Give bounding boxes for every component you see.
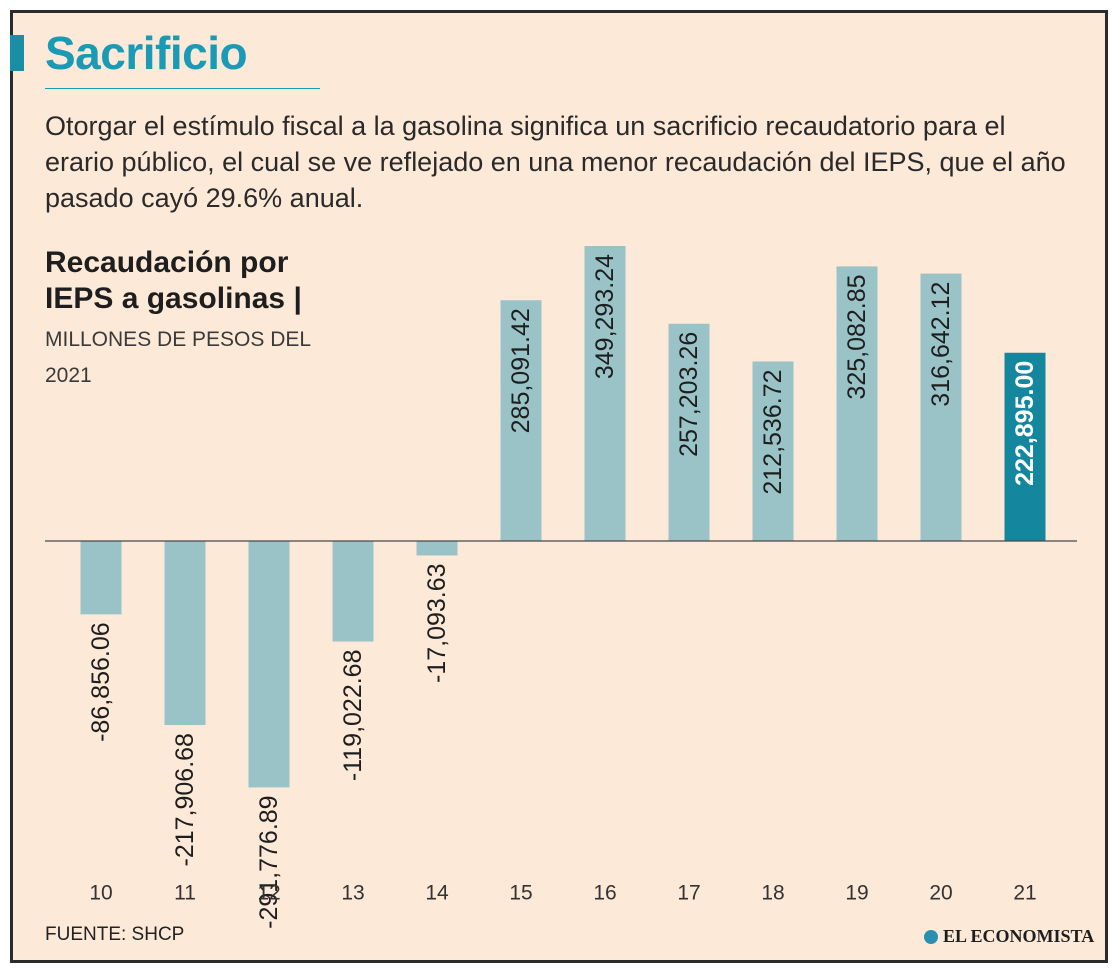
description-text: Otorgar el estímulo fiscal a la gasolina… xyxy=(45,111,1066,213)
x-tick-20: 20 xyxy=(929,882,952,905)
bar-18 xyxy=(752,361,794,541)
value-label-15: 285,091.42 xyxy=(507,308,535,433)
value-label-10: -86,856.06 xyxy=(87,622,115,742)
bar-20 xyxy=(920,273,962,541)
page-title: Sacrificio xyxy=(45,27,248,79)
x-tick-16: 16 xyxy=(593,882,616,905)
x-tick-15: 15 xyxy=(509,882,532,905)
x-tick-13: 13 xyxy=(341,882,364,905)
value-label-13: -119,022.68 xyxy=(339,650,367,782)
value-label-17: 257,203.26 xyxy=(675,332,703,457)
value-label-11: -217,906.68 xyxy=(171,733,199,866)
value-label-12: -291,776.89 xyxy=(255,795,283,928)
chart-title-line-2: IEPS a gasolinas | xyxy=(45,282,302,315)
value-label-18: 212,536.72 xyxy=(759,369,787,494)
value-label-19: 325,082.85 xyxy=(843,274,871,399)
title-accent-bar xyxy=(10,35,24,71)
value-label-21: 222,895.00 xyxy=(1011,361,1039,486)
bar-11 xyxy=(164,541,206,726)
bar-13 xyxy=(332,541,374,642)
bar-14 xyxy=(416,541,458,556)
bar-19 xyxy=(836,266,878,541)
title-underline xyxy=(45,88,320,89)
x-tick-11: 11 xyxy=(174,882,196,905)
bar-10 xyxy=(80,541,122,615)
value-label-14: -17,093.63 xyxy=(423,563,451,683)
brand-mark-icon xyxy=(924,929,938,944)
brand-logo: EL ECONOMISTA xyxy=(924,926,1094,947)
bar-16 xyxy=(584,246,626,541)
x-tick-21: 21 xyxy=(1013,882,1036,905)
bar-12 xyxy=(248,541,290,788)
bar-17 xyxy=(668,323,710,541)
x-tick-10: 10 xyxy=(89,882,112,905)
value-label-16: 349,293.24 xyxy=(591,254,619,379)
source-note: FUENTE: SHCP xyxy=(45,924,185,945)
chart-title-line-1: Recaudación por xyxy=(45,246,289,279)
x-tick-19: 19 xyxy=(845,882,868,905)
bar-15 xyxy=(500,300,542,541)
x-tick-17: 17 xyxy=(677,882,700,905)
x-tick-18: 18 xyxy=(761,882,784,905)
chart-units: MILLONES DE PESOS DEL 2021 xyxy=(45,328,311,387)
x-tick-12: 12 xyxy=(257,882,280,905)
bar-21 xyxy=(1004,352,1046,541)
value-label-20: 316,642.12 xyxy=(927,282,955,407)
x-tick-14: 14 xyxy=(425,882,449,905)
brand-name: EL ECONOMISTA xyxy=(943,926,1095,946)
chart-title: Recaudación por IEPS a gasolinas | xyxy=(45,245,302,317)
